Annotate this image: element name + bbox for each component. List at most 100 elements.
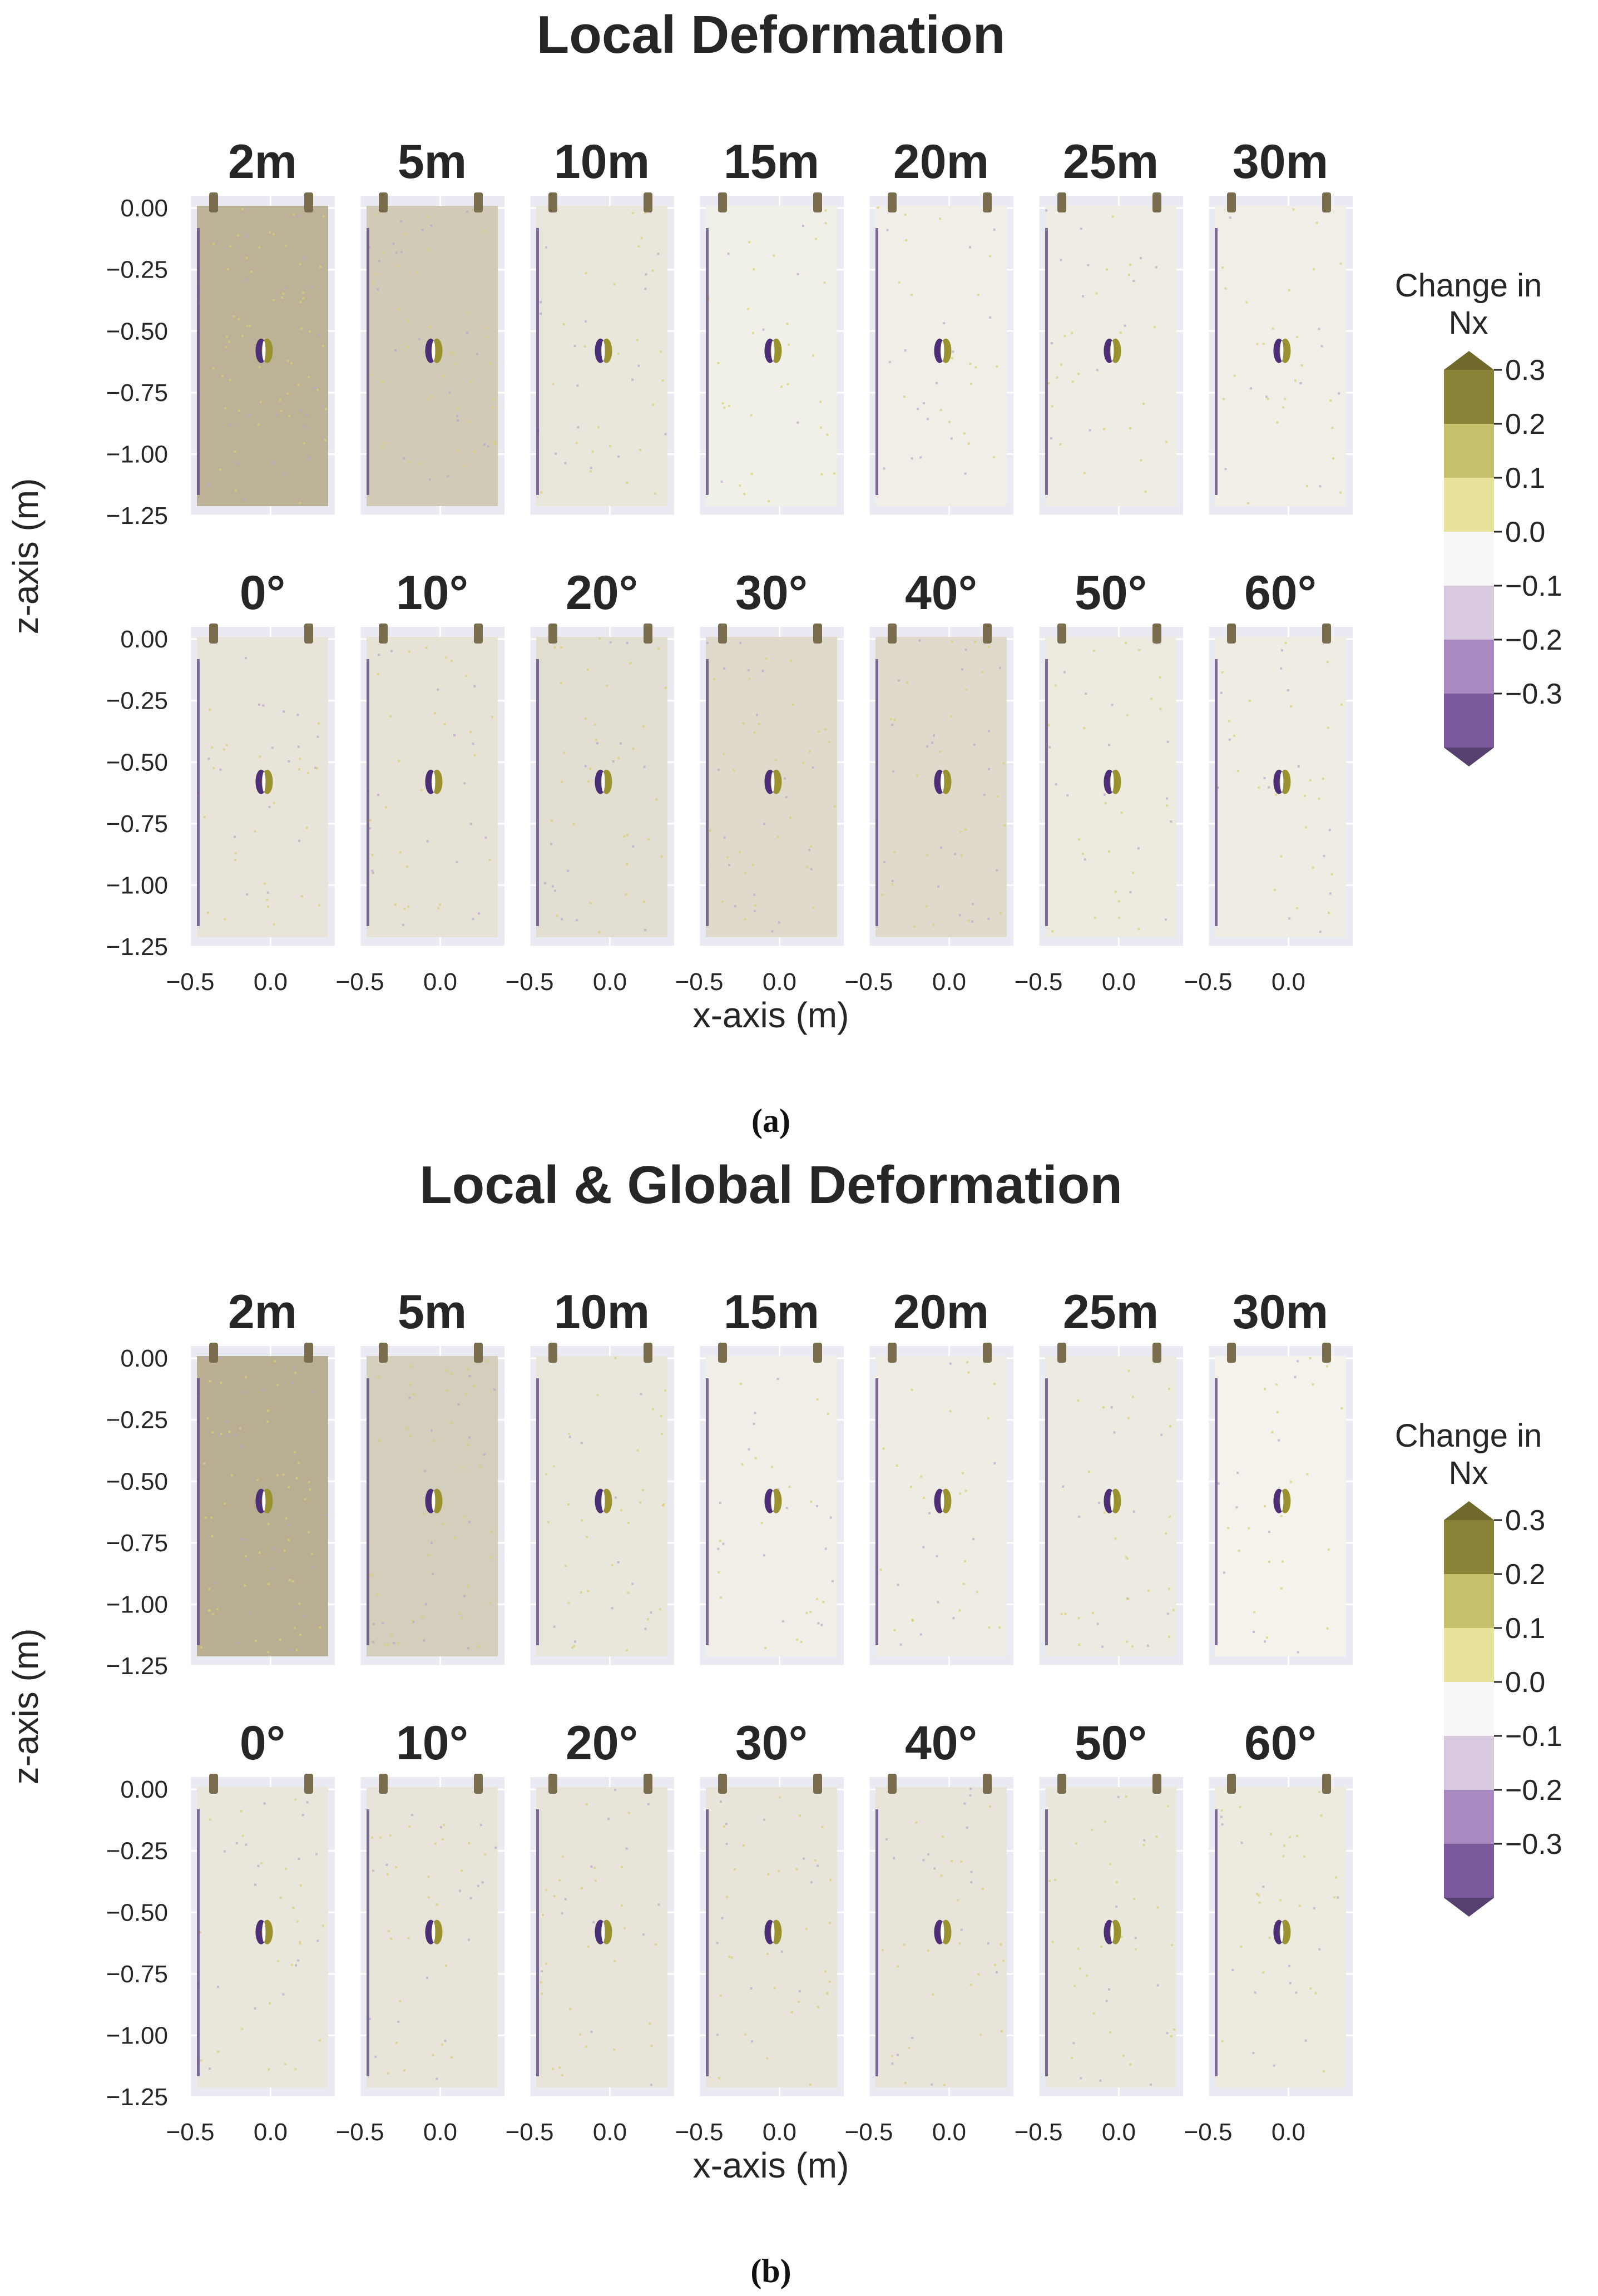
point-speckle bbox=[281, 296, 284, 299]
point-speckle bbox=[273, 462, 275, 464]
point-speckle bbox=[299, 263, 301, 265]
point-speckle bbox=[266, 905, 269, 908]
point-speckle bbox=[446, 1389, 449, 1392]
subplot-panel: 20m bbox=[868, 135, 1013, 517]
point-speckle bbox=[223, 1850, 226, 1853]
point-speckle bbox=[199, 1931, 202, 1934]
point-speckle bbox=[897, 1965, 899, 1968]
point-speckle bbox=[829, 1922, 832, 1924]
mount-bracket bbox=[548, 1343, 557, 1363]
point-speckle bbox=[468, 1375, 471, 1378]
point-speckle bbox=[620, 742, 622, 745]
point-speckle bbox=[407, 905, 410, 908]
mount-bracket bbox=[813, 192, 822, 212]
colorbar-tick-label: −0.2 bbox=[1505, 1774, 1562, 1807]
point-speckle bbox=[586, 1536, 588, 1538]
point-speckle bbox=[308, 376, 310, 379]
point-speckle bbox=[898, 281, 901, 284]
point-speckle bbox=[1271, 1431, 1274, 1433]
mount-bracket bbox=[813, 1343, 822, 1363]
point-speckle bbox=[569, 2007, 572, 2010]
point-speckle bbox=[369, 819, 372, 822]
point-speckle bbox=[574, 1640, 576, 1643]
point-speckle bbox=[881, 894, 884, 896]
point-speckle bbox=[1238, 1550, 1240, 1552]
point-speckle bbox=[763, 1818, 766, 1821]
point-speckle bbox=[629, 662, 632, 665]
x-tick-label: 0.0 bbox=[932, 968, 966, 996]
point-speckle bbox=[229, 379, 231, 382]
point-speckle bbox=[300, 327, 303, 330]
point-speckle bbox=[762, 328, 765, 331]
point-speckle bbox=[301, 1814, 304, 1817]
colorbar-band bbox=[1444, 1574, 1494, 1628]
point-speckle bbox=[828, 1981, 831, 1983]
point-speckle bbox=[494, 443, 496, 445]
point-speckle bbox=[771, 1466, 773, 1468]
point-speckle bbox=[1227, 1527, 1230, 1530]
point-speckle bbox=[660, 1414, 662, 1417]
mount-bracket bbox=[888, 624, 897, 644]
point-speckle bbox=[720, 1800, 722, 1803]
point-speckle bbox=[372, 1641, 374, 1644]
point-speckle bbox=[409, 1383, 412, 1385]
point-speckle bbox=[981, 1888, 984, 1891]
point-speckle bbox=[763, 1554, 765, 1557]
point-speckle bbox=[1299, 382, 1302, 384]
point-speckle bbox=[642, 1933, 645, 1936]
panel-title: 40° bbox=[905, 1716, 977, 1770]
point-speckle bbox=[279, 399, 281, 402]
panel-title: 60° bbox=[1244, 1716, 1317, 1770]
point-speckle bbox=[540, 1981, 542, 1984]
point-speckle bbox=[244, 657, 247, 660]
point-speckle bbox=[399, 851, 402, 854]
point-speckle bbox=[575, 442, 578, 444]
point-speckle bbox=[768, 500, 770, 503]
point-speckle bbox=[247, 234, 250, 237]
point-speckle bbox=[300, 409, 303, 412]
point-speckle bbox=[780, 385, 783, 388]
point-speckle bbox=[372, 1623, 375, 1626]
point-speckle bbox=[773, 254, 775, 257]
point-speckle bbox=[808, 849, 810, 852]
point-speckle bbox=[796, 1639, 799, 1641]
point-speckle bbox=[906, 681, 908, 684]
mount-bracket bbox=[1152, 1774, 1161, 1794]
point-speckle bbox=[753, 1423, 755, 1426]
mount-bracket bbox=[888, 1343, 897, 1363]
subplot-panel: 10°−0.5 0.0 bbox=[336, 1716, 504, 2146]
point-speckle bbox=[295, 1964, 297, 1967]
point-speckle bbox=[576, 384, 579, 387]
colorbar-band bbox=[1444, 1790, 1494, 1844]
point-speckle bbox=[222, 748, 225, 751]
point-speckle bbox=[879, 1568, 882, 1571]
point-speckle bbox=[1165, 918, 1167, 921]
point-speckle bbox=[620, 1509, 622, 1512]
point-speckle bbox=[1273, 889, 1276, 891]
point-speckle bbox=[1228, 738, 1231, 741]
edge-strip bbox=[706, 1378, 709, 1645]
point-speckle bbox=[625, 1847, 628, 1850]
point-speckle bbox=[765, 657, 768, 660]
point-speckle bbox=[1239, 1805, 1241, 1808]
mount-bracket bbox=[1227, 1343, 1236, 1363]
colorbar-tick-label: −0.3 bbox=[1505, 678, 1562, 710]
point-speckle bbox=[1281, 1560, 1284, 1563]
edge-strip bbox=[875, 228, 878, 495]
point-speckle bbox=[590, 2031, 593, 2033]
point-speckle bbox=[232, 315, 235, 318]
point-speckle bbox=[1147, 1590, 1150, 1592]
point-speckle bbox=[756, 714, 758, 716]
point-speckle bbox=[442, 1838, 444, 1840]
point-speckle bbox=[290, 362, 293, 365]
point-speckle bbox=[788, 343, 790, 346]
point-speckle bbox=[1156, 1984, 1159, 1987]
point-speckle bbox=[308, 1481, 310, 1483]
point-speckle bbox=[1252, 1631, 1255, 1634]
point-speckle bbox=[893, 1857, 896, 1859]
point-speckle bbox=[974, 640, 977, 643]
point-speckle bbox=[473, 451, 476, 453]
point-speckle bbox=[220, 1382, 222, 1384]
panel-title: 30° bbox=[735, 1716, 808, 1770]
point-speckle bbox=[932, 1993, 934, 1996]
